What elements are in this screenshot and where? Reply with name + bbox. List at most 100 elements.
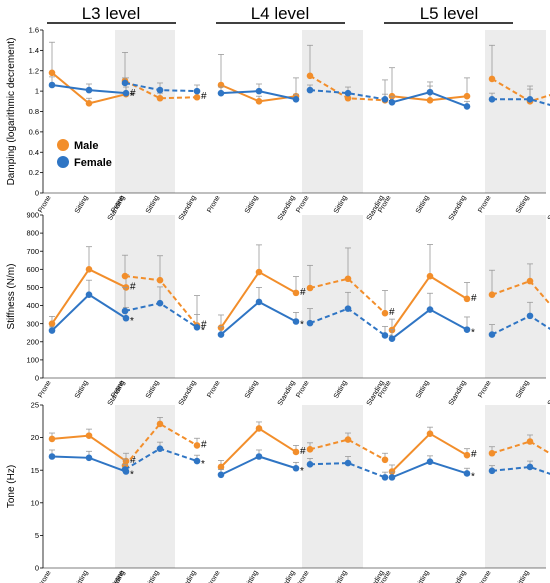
damping-female-point — [122, 89, 130, 97]
stiffness-category-label: Standing — [178, 379, 198, 407]
tone-female-point — [48, 453, 56, 460]
tone-female-point — [85, 454, 93, 462]
tone-male-point — [292, 448, 300, 456]
tone-male-line — [309, 438, 386, 461]
damping-category-label: Standing — [277, 194, 297, 222]
stiffness-category-label: Prone — [477, 379, 492, 399]
level-title-l4: L4 level — [251, 4, 310, 23]
tone-female-point — [255, 453, 263, 460]
stiffness-female-point — [306, 319, 314, 327]
tone-female-point — [306, 461, 314, 468]
tone-ytick-label: 15 — [31, 466, 39, 475]
damping-ytick-label: 0.4 — [29, 148, 39, 157]
damping-panel: 0 0.2 0.4 0.6 0.8 1 1.2 1.4 1.6 Damping (logarith… — [6, 26, 550, 222]
stiffness-female-point — [121, 307, 129, 315]
stiffness-category-label: Standing — [277, 379, 297, 407]
stiffness-male-line — [391, 274, 468, 331]
stiffness-male-point — [381, 309, 389, 317]
stiffness-male-point — [255, 268, 263, 276]
damping-male-point — [255, 98, 263, 105]
tone-shade-3 — [485, 405, 546, 568]
stiffness-hash-marker: # — [201, 319, 207, 330]
tone-female-line — [491, 465, 550, 475]
stiffness-female-point — [85, 291, 93, 298]
damping-female-line — [309, 89, 386, 101]
tone-ytick-label: 10 — [31, 498, 39, 507]
damping-female-point — [292, 95, 300, 103]
stiffness-category-label: Prone — [206, 379, 221, 399]
tone-male-point — [85, 432, 93, 439]
tone-female-point — [463, 470, 471, 477]
stiffness-ytick-label: 500 — [26, 283, 39, 292]
damping-male-point — [463, 92, 471, 100]
stiffness-shade-2 — [302, 215, 363, 378]
damping-female-point — [156, 86, 164, 94]
tone-star-marker: * — [389, 475, 393, 486]
stiffness-category-label: Sitting — [415, 379, 431, 399]
damping-female-point — [48, 81, 56, 89]
damping-group-5: Prone Sitting Standing — [377, 67, 471, 222]
tone-category-label: Standing — [178, 569, 198, 583]
damping-y-label: Damping (logarithmic decrement) — [6, 38, 17, 186]
tone-male-point — [156, 420, 164, 428]
damping-category-label: Prone — [477, 194, 492, 214]
stiffness-female-point — [344, 305, 352, 312]
tone-male-point — [344, 436, 352, 443]
damping-male-point — [156, 94, 164, 102]
damping-category-label: Sitting — [333, 194, 349, 214]
tone-category-label: Sitting — [74, 569, 90, 583]
damping-category-label: Prone — [110, 194, 125, 214]
legend-female-label: Female — [74, 157, 112, 169]
tone-star-marker: * — [471, 471, 475, 482]
damping-category-label: Prone — [295, 194, 310, 214]
tone-female-point — [292, 464, 300, 472]
damping-category-label: Sitting — [515, 194, 531, 214]
stiffness-female-point — [292, 318, 300, 325]
damping-hash-marker: # — [130, 88, 136, 99]
damping-male-point — [48, 69, 56, 77]
stiffness-ytick-label: 700 — [26, 247, 39, 256]
stiffness-female-point — [488, 331, 496, 338]
damping-category-label: Sitting — [244, 194, 260, 214]
damping-female-point — [488, 95, 496, 103]
tone-category-label: Prone — [37, 569, 52, 583]
stiffness-ytick-label: 400 — [26, 301, 39, 310]
stiffness-female-point — [255, 298, 263, 306]
tone-male-point — [463, 451, 471, 459]
stiffness-ytick-label: 300 — [26, 319, 39, 328]
tone-hash-marker: # — [130, 455, 136, 466]
damping-female-line — [492, 98, 550, 106]
damping-group-3: Prone Sitting Standing — [206, 54, 300, 222]
tone-ytick-label: 20 — [31, 433, 39, 442]
tone-y-label: Tone (Hz) — [6, 465, 17, 508]
damping-shade-3 — [485, 30, 546, 193]
tone-category-label: Prone — [295, 569, 310, 583]
tone-shade-1 — [115, 405, 175, 568]
tone-group-3: Prone Sitting Standing # * — [206, 421, 306, 583]
stiffness-hash-marker: # — [300, 287, 306, 298]
stiffness-male-line — [309, 277, 386, 314]
damping-male-point — [344, 94, 352, 102]
tone-category-label: Sitting — [515, 569, 531, 583]
damping-category-label: Prone — [206, 194, 221, 214]
stiffness-category-label: Sitting — [145, 379, 161, 399]
damping-hash-marker: # — [201, 91, 207, 102]
level-title-l3: L3 level — [82, 4, 141, 23]
damping-group-1: Prone Sitting Standing#* — [37, 41, 136, 222]
tone-male-line — [391, 432, 468, 473]
tone-star-marker: * — [300, 466, 304, 477]
stiffness-male-point — [526, 277, 534, 285]
stiffness-y-label: Stiffness (N/m) — [6, 264, 17, 330]
damping-category-label: Sitting — [415, 194, 431, 214]
tone-female-point — [388, 474, 396, 481]
stiffness-star-marker: * — [471, 328, 475, 339]
tone-panel: 0 5 10 15 20 25 Tone (Hz) Prone Sitting Standing #… — [6, 401, 550, 583]
tone-male-point — [306, 446, 314, 453]
stiffness-category-label: Sitting — [515, 379, 531, 399]
stiffness-male-point — [156, 276, 164, 284]
damping-ytick-label: 0.6 — [29, 127, 39, 136]
tone-male-line — [124, 422, 198, 467]
panels: 0 0.2 0.4 0.6 0.8 1 1.2 1.4 1.6 Damping (logarith… — [6, 26, 550, 583]
tone-category-label: Sitting — [415, 569, 431, 583]
